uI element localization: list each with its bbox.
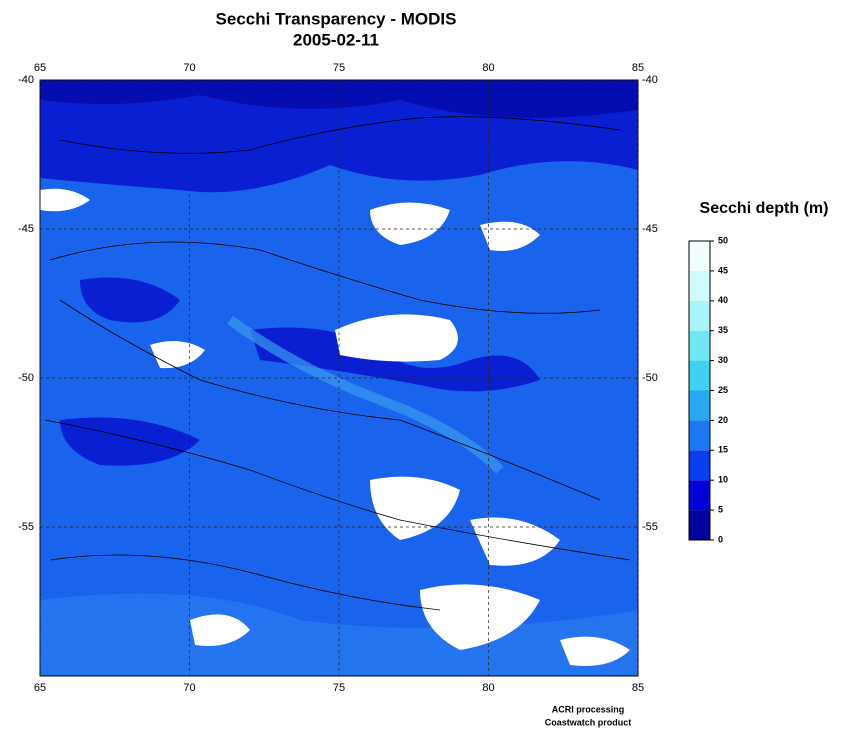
x-tick-label: 85 <box>632 682 644 694</box>
y-tick-label: -55 <box>642 521 658 533</box>
x-tick-label: 65 <box>34 682 46 694</box>
x-tick-label: 70 <box>183 62 195 74</box>
colorbar-tick-label: 5 <box>718 504 723 514</box>
title: Secchi Transparency - MODIS <box>216 9 457 28</box>
colorbar-tick-label: 50 <box>718 235 728 245</box>
colorbar-band <box>689 480 710 511</box>
x-tick-label: 75 <box>333 62 345 74</box>
credit: Coastwatch product <box>545 717 632 727</box>
colorbar-tick-label: 10 <box>718 475 728 485</box>
date: 2005-02-11 <box>293 30 379 49</box>
colorbar-tick-label: 40 <box>718 295 728 305</box>
colorbar-tick-label: 0 <box>718 534 723 544</box>
colorbar-tick-label: 45 <box>718 265 728 275</box>
y-tick-label: -40 <box>642 74 658 86</box>
colorbar-band <box>689 330 710 361</box>
colorbar-tick-label: 25 <box>718 385 728 395</box>
colorbar-band <box>689 241 710 271</box>
x-tick-label: 80 <box>482 682 494 694</box>
colorbar-tick-label: 30 <box>718 355 728 365</box>
colorbar-label: Secchi depth (m) <box>700 200 829 217</box>
y-tick-label: -50 <box>642 372 658 384</box>
colorbar-tick-label: 20 <box>718 415 728 425</box>
x-tick-label: 75 <box>333 682 345 694</box>
colorbar-band <box>689 300 710 331</box>
y-tick-label: -45 <box>18 223 34 235</box>
colorbar-band <box>689 450 710 481</box>
colorbar-band <box>689 360 710 391</box>
y-tick-label: -55 <box>18 521 34 533</box>
colorbar-band <box>689 270 710 301</box>
x-tick-label: 80 <box>482 62 494 74</box>
colorbar-tick-label: 35 <box>718 325 728 335</box>
y-tick-label: -50 <box>18 372 34 384</box>
x-tick-label: 85 <box>632 62 644 74</box>
y-tick-label: -45 <box>642 223 658 235</box>
colorbar-band <box>689 420 710 451</box>
colorbar-band <box>689 390 710 421</box>
credit: ACRI processing <box>552 704 625 714</box>
y-tick-label: -40 <box>18 74 34 86</box>
x-tick-label: 70 <box>183 682 195 694</box>
x-tick-label: 65 <box>34 62 46 74</box>
colorbar-band <box>689 510 710 540</box>
colorbar-tick-label: 15 <box>718 445 728 455</box>
